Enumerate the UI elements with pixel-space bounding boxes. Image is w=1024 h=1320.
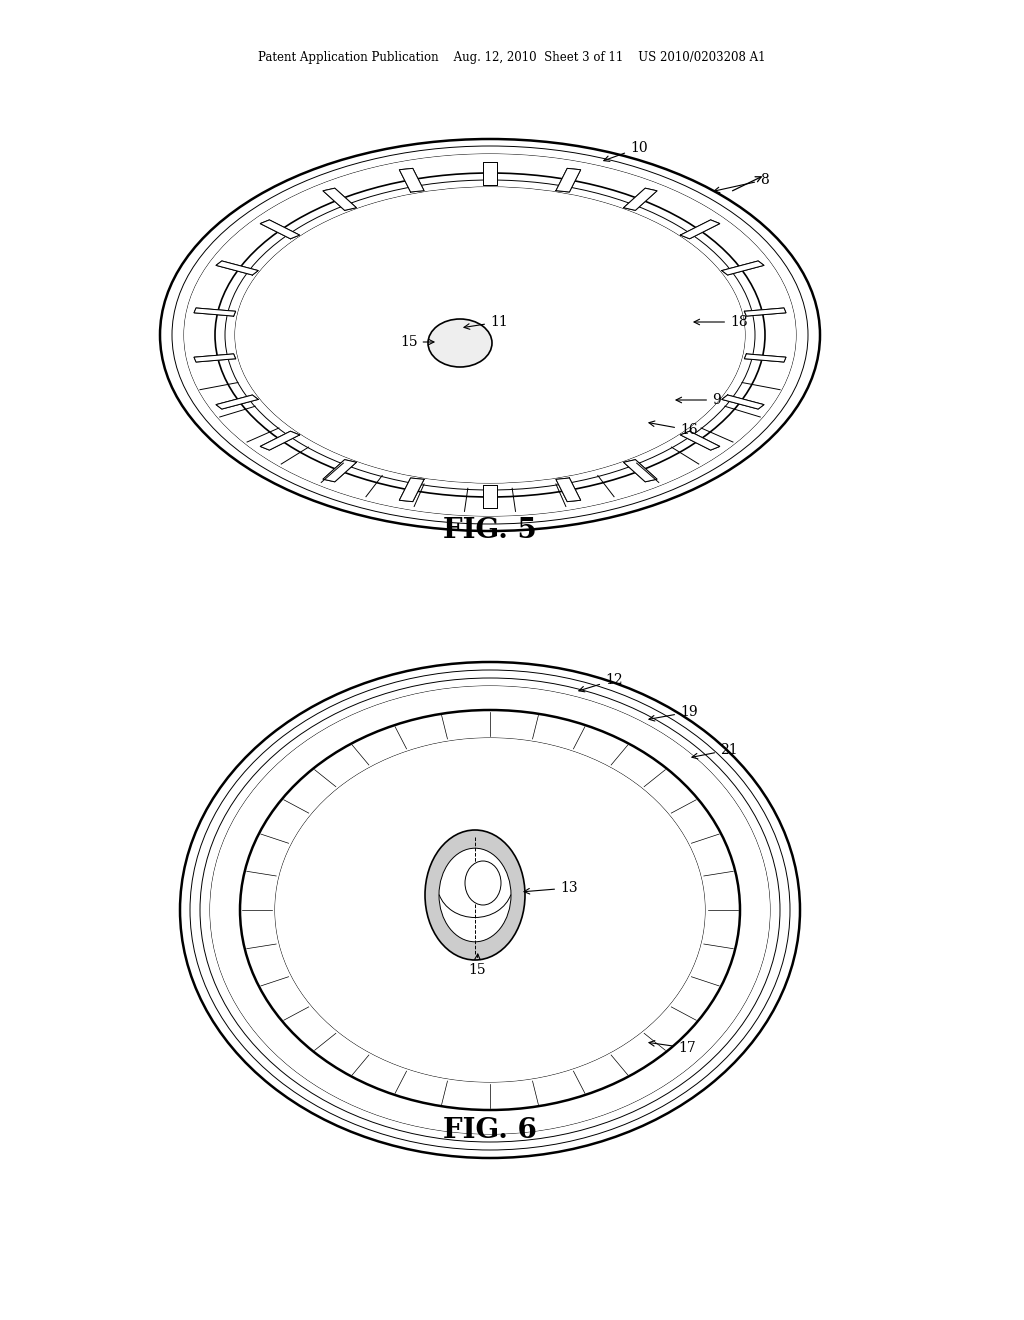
Polygon shape: [744, 354, 786, 362]
Polygon shape: [260, 432, 300, 450]
Polygon shape: [194, 354, 236, 362]
Polygon shape: [216, 261, 258, 275]
Ellipse shape: [234, 187, 745, 483]
Polygon shape: [399, 478, 424, 502]
Text: 9: 9: [676, 393, 721, 407]
Text: 21: 21: [692, 743, 737, 759]
Polygon shape: [323, 189, 356, 210]
Polygon shape: [399, 169, 424, 191]
Ellipse shape: [275, 738, 705, 1082]
Polygon shape: [260, 220, 300, 239]
Ellipse shape: [184, 154, 796, 516]
Polygon shape: [624, 189, 657, 210]
Ellipse shape: [465, 861, 501, 906]
Polygon shape: [483, 162, 497, 185]
Text: 15: 15: [400, 335, 434, 348]
Polygon shape: [556, 478, 581, 502]
Polygon shape: [216, 395, 258, 409]
Text: FIG. 6: FIG. 6: [443, 1117, 537, 1143]
Text: 15: 15: [468, 954, 485, 977]
Text: Patent Application Publication    Aug. 12, 2010  Sheet 3 of 11    US 2010/020320: Patent Application Publication Aug. 12, …: [258, 51, 766, 65]
Text: 13: 13: [524, 880, 578, 895]
Polygon shape: [722, 395, 764, 409]
Text: FIG. 5: FIG. 5: [443, 516, 537, 544]
Polygon shape: [483, 484, 497, 508]
Text: 10: 10: [604, 141, 647, 161]
Polygon shape: [722, 261, 764, 275]
Polygon shape: [624, 459, 657, 482]
Text: 17: 17: [649, 1040, 695, 1055]
Text: 12: 12: [579, 673, 623, 692]
Text: 16: 16: [649, 421, 697, 437]
Text: 8: 8: [714, 173, 769, 193]
Polygon shape: [323, 459, 356, 482]
Polygon shape: [680, 220, 720, 239]
Ellipse shape: [439, 849, 511, 941]
Ellipse shape: [425, 830, 525, 960]
Polygon shape: [744, 308, 786, 315]
Text: 18: 18: [694, 315, 748, 329]
Text: 19: 19: [649, 705, 697, 721]
Ellipse shape: [428, 319, 492, 367]
Ellipse shape: [210, 686, 770, 1134]
Polygon shape: [194, 308, 236, 315]
Text: 11: 11: [464, 315, 508, 329]
Polygon shape: [556, 169, 581, 191]
Polygon shape: [680, 432, 720, 450]
